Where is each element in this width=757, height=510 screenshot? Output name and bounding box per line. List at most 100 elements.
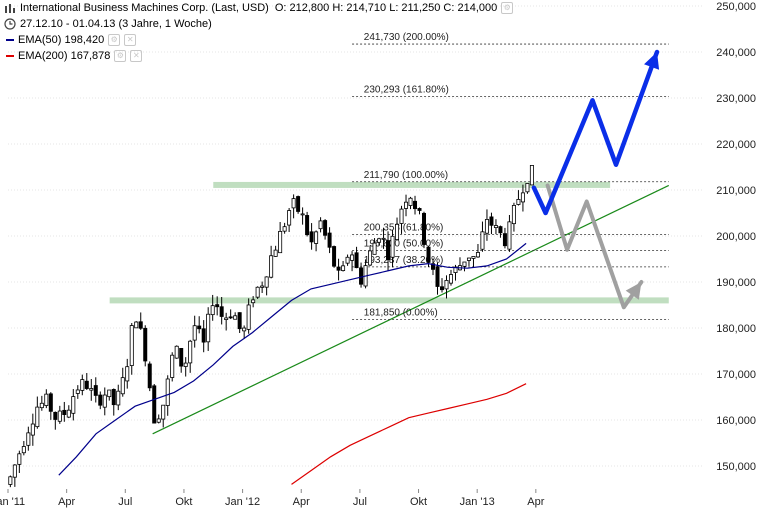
candle-body-40	[188, 340, 193, 364]
candle-body-91	[417, 208, 422, 211]
candle-body-69	[318, 220, 323, 230]
candle-body-42	[197, 325, 202, 330]
instrument-title: International Business Machines Corp. (L…	[20, 2, 269, 14]
candle-body-25	[120, 377, 125, 395]
candle-body-46	[215, 304, 220, 308]
fib-label-4: 196,820 (50.00%)	[364, 239, 444, 250]
candle-body-87	[399, 208, 404, 224]
candle-body-22	[107, 389, 112, 398]
x-tick-label-9: Apr	[527, 496, 544, 508]
candle-body-70	[323, 220, 328, 236]
x-tick-label-6: Jul	[353, 496, 367, 508]
candle-body-14	[71, 396, 76, 414]
candle-body-6	[35, 406, 40, 428]
candle-body-0	[8, 476, 13, 485]
candle-body-105	[480, 231, 485, 250]
candle-body-111	[507, 221, 512, 250]
candle-body-77	[354, 252, 359, 269]
candle-body-96	[439, 286, 444, 291]
bull-scenario-arrowhead	[644, 52, 660, 70]
clock-icon	[4, 18, 16, 30]
candle-body-10	[53, 411, 58, 420]
legend-ema50: EMA(50) 198,420 ⚙ ✕	[0, 32, 513, 48]
candle-body-88	[404, 201, 409, 209]
candle-body-67	[309, 231, 314, 243]
candle-body-44	[206, 313, 211, 343]
candle-body-90	[413, 200, 418, 210]
candle-body-56	[260, 285, 265, 288]
candle-body-32	[152, 385, 157, 424]
candle-body-1	[12, 464, 17, 478]
candle-body-57	[264, 276, 269, 288]
trendline	[152, 184, 670, 435]
candle-body-64	[296, 196, 301, 212]
y-tick-label-3: 180,000	[716, 323, 756, 335]
candle-body-73	[336, 266, 341, 271]
candle-body-61	[282, 226, 287, 232]
candle-body-19	[93, 385, 98, 396]
candle-body-45	[210, 305, 215, 316]
candle-body-9	[48, 393, 53, 412]
candle-body-18	[89, 388, 94, 391]
candle-body-94	[431, 263, 436, 270]
candle-body-47	[219, 306, 224, 317]
candle-body-28	[134, 321, 139, 329]
candle-body-92	[422, 212, 427, 245]
candle-body-23	[111, 389, 116, 406]
candle-body-2	[17, 453, 22, 465]
ema200-settings-icon[interactable]: ⚙	[114, 50, 127, 62]
candle-body-13	[66, 409, 71, 418]
x-tick-label-3: Okt	[175, 496, 192, 508]
ema50-value: 198,420	[64, 34, 105, 46]
y-tick-label-1: 160,000	[716, 415, 756, 427]
bar-chart-icon	[5, 4, 15, 13]
date-range: 27.12.10 - 01.04.13 (3 Jahre, 1 Woche)	[20, 18, 212, 30]
candle-body-48	[224, 317, 229, 320]
candle-body-112	[511, 205, 516, 225]
candle-body-75	[345, 256, 350, 264]
candle-body-34	[161, 404, 166, 420]
x-tick-label-8: Jan '13	[460, 496, 495, 508]
candle-body-41	[192, 325, 197, 341]
candle-body-8	[44, 393, 49, 406]
x-tick-label-0: Jan '11	[0, 496, 25, 508]
candle-body-83	[381, 237, 386, 240]
support-resistance-zones	[109, 181, 670, 435]
candle-body-39	[183, 362, 188, 367]
candlesticks	[8, 165, 534, 488]
ema200-value: 167,878	[70, 50, 111, 62]
candle-body-51	[237, 312, 242, 330]
ema-lines	[58, 242, 527, 485]
candle-body-31	[147, 363, 152, 389]
candle-body-102	[466, 257, 471, 261]
y-tick-label-5: 200,000	[716, 231, 756, 243]
candle-body-101	[462, 261, 467, 267]
fib-label-0: 241,730 (200.00%)	[364, 32, 449, 43]
ema50-settings-icon[interactable]: ⚙	[108, 34, 121, 46]
ema50-close-icon[interactable]: ✕	[124, 34, 137, 46]
x-tick-label-4: Jan '12	[225, 496, 260, 508]
fibonacci-levels: 241,730 (200.00%) 230,293 (161.80%) 211,79…	[352, 32, 669, 320]
candle-body-62	[287, 210, 292, 226]
candle-body-98	[448, 274, 453, 284]
support-zone	[109, 297, 669, 304]
candle-body-89	[408, 197, 413, 206]
candle-body-59	[273, 249, 278, 257]
candle-body-35	[165, 378, 170, 406]
resistance-zone	[213, 181, 611, 188]
candle-body-65	[300, 213, 305, 216]
ema200-label: EMA(200)	[18, 50, 68, 62]
candle-body-30	[143, 327, 148, 362]
candle-body-38	[179, 348, 184, 367]
chart-legend: International Business Machines Corp. (L…	[0, 0, 514, 64]
ema50-line	[58, 242, 527, 476]
ohlc-values: O: 212,800 H: 214,710 L: 211,250 C: 214,…	[274, 2, 498, 14]
candle-body-27	[129, 325, 134, 366]
y-tick-label-0: 150,000	[716, 461, 756, 473]
settings-icon[interactable]: ⚙	[501, 2, 514, 14]
candle-body-107	[489, 216, 494, 226]
candle-body-54	[251, 299, 256, 304]
candle-body-60	[278, 231, 283, 254]
ema200-close-icon[interactable]: ✕	[130, 50, 143, 62]
candle-body-78	[359, 267, 364, 285]
